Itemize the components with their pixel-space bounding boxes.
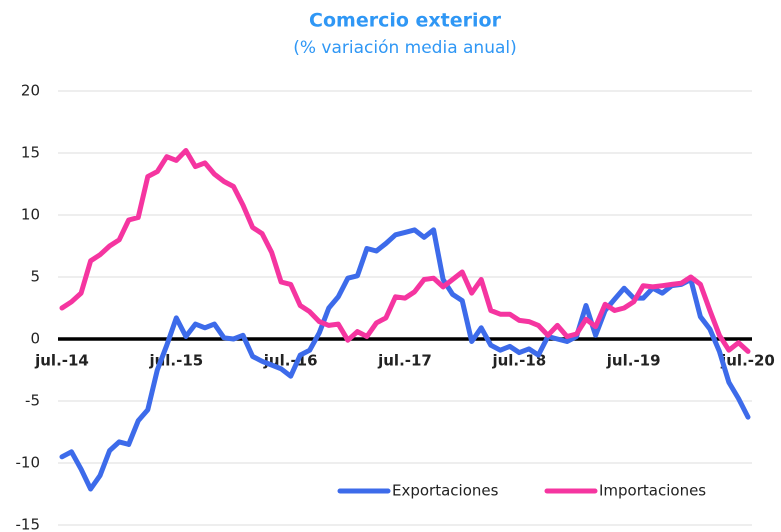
- chart-title: Comercio exterior: [309, 10, 502, 32]
- chart-subtitle: (% variación media anual): [293, 38, 517, 58]
- x-tick-label: jul.-17: [377, 352, 432, 370]
- y-tick-label: 0: [30, 330, 40, 348]
- legend-label: Exportaciones: [392, 482, 499, 500]
- y-tick-label: 15: [21, 144, 40, 162]
- y-tick-label: 20: [21, 82, 40, 100]
- legend-label: Importaciones: [599, 482, 706, 500]
- x-tick-label: jul.-18: [491, 352, 546, 370]
- x-tick-label: jul.-14: [34, 352, 89, 370]
- y-tick-label: 5: [30, 268, 40, 286]
- x-tick-label: jul.-20: [720, 352, 775, 370]
- y-tick-label: -5: [25, 392, 40, 410]
- y-tick-label: 10: [21, 206, 40, 224]
- y-tick-label: -15: [16, 516, 41, 532]
- x-tick-label: jul.-19: [606, 352, 661, 370]
- series-line: [59, 148, 751, 354]
- y-tick-label: -10: [16, 454, 41, 472]
